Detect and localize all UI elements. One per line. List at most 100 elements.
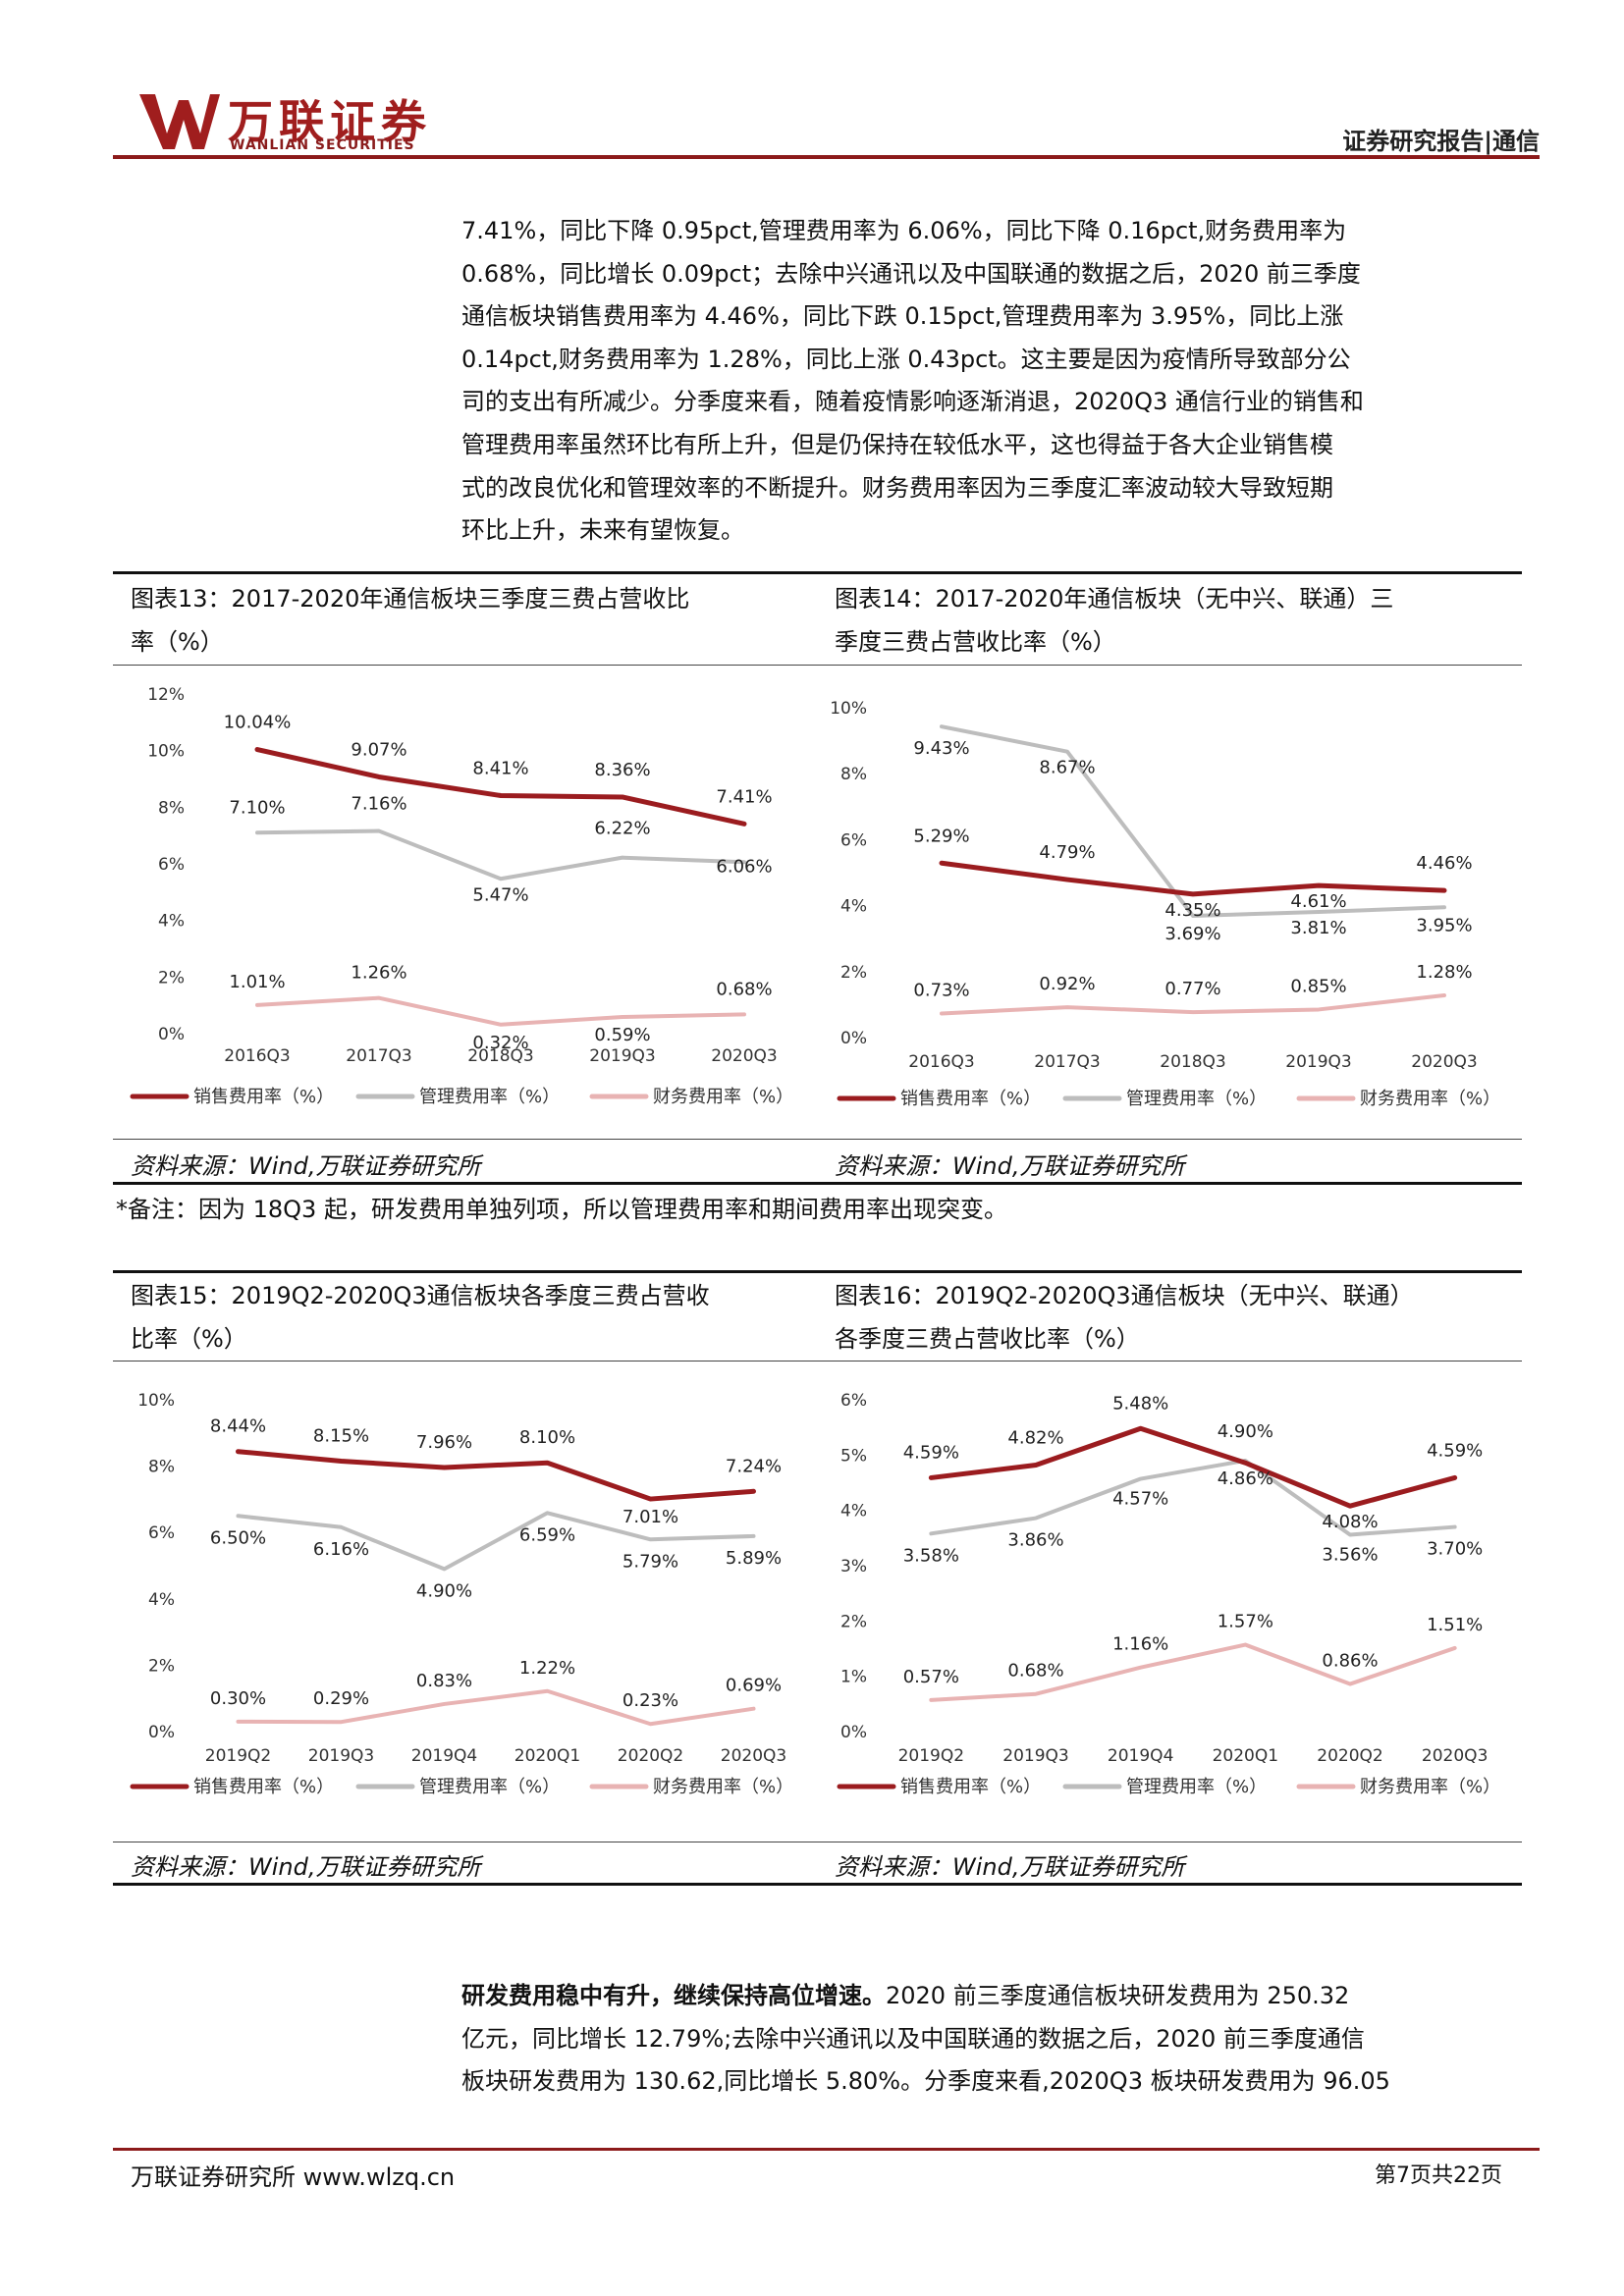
data-label-admin: 7.16% — [351, 794, 406, 815]
paragraph-line: 0.68%，同比增长 0.09pct；去除中兴通讯以及中国联通的数据之后，202… — [461, 259, 1361, 288]
y-tick-label: 4% — [840, 1502, 867, 1522]
y-tick-label: 6% — [840, 1391, 867, 1411]
data-label-admin: 5.89% — [726, 1548, 782, 1569]
figure-16-source: 资料来源：Wind,万联证券研究所 — [835, 1853, 1185, 1881]
data-label-sales: 7.96% — [416, 1432, 472, 1453]
y-tick-label: 10% — [137, 1391, 175, 1411]
data-label-admin: 4.90% — [416, 1580, 472, 1601]
data-label-admin: 6.59% — [519, 1524, 575, 1545]
paragraph-bold-lead: 研发费用稳中有升，继续保持高位增速。 — [461, 1982, 886, 2009]
data-label-admin: 6.16% — [313, 1539, 369, 1560]
series-line-finance — [236, 1688, 756, 1727]
paragraph-line: 7.41%，同比下降 0.95pct,管理费用率为 6.06%，同比下降 0.1… — [461, 217, 1347, 244]
figure-title-rule — [113, 1361, 1522, 1362]
x-tick-label: 2020Q3 — [1422, 1746, 1488, 1766]
data-label-sales: 10.04% — [224, 713, 292, 733]
x-tick-label: 2020Q3 — [1411, 1052, 1477, 1072]
data-label-finance: 0.68% — [716, 979, 772, 999]
data-label-admin: 6.06% — [716, 856, 772, 877]
report-section-title: 证券研究报告|通信 — [1342, 128, 1540, 155]
data-label-sales: 5.29% — [913, 826, 969, 846]
x-tick-label: 2018Q3 — [1160, 1052, 1225, 1072]
y-tick-label: 4% — [148, 1590, 175, 1610]
legend-label-admin: 管理费用率（%） — [419, 1777, 560, 1797]
legend-label-sales: 销售费用率（%） — [900, 1777, 1041, 1797]
figure-source-rule — [113, 1139, 1522, 1140]
rd-paragraph: 研发费用稳中有升，继续保持高位增速。2020 前三季度通信板块研发费用为 250… — [461, 1975, 1522, 2104]
figure-13-source: 资料来源：Wind,万联证券研究所 — [131, 1152, 481, 1180]
data-label-admin: 3.56% — [1322, 1544, 1378, 1565]
series-line-sales — [939, 860, 1447, 897]
chart-fig14: 0% 2% 4% 6% 8% 10% 2016Q3 2017Q3 2018Q3 2019Q3 202… — [830, 699, 1500, 1109]
data-label-sales: 7.41% — [716, 786, 772, 807]
figure-title-line: 季度三费占营收比率（%） — [835, 628, 1116, 656]
figure-note: *备注：因为 18Q3 起，研发费用单独列项，所以管理费用率和期间费用率出现突变… — [116, 1196, 1007, 1223]
y-tick-label: 8% — [148, 1458, 175, 1477]
series-line-finance — [940, 992, 1446, 1016]
figure-bottom-rule — [113, 1182, 1522, 1185]
data-label-finance: 1.57% — [1218, 1612, 1273, 1632]
chart-fig15: 0% 2% 4% 6% 8% 10% 2019Q2 2019Q3 2019Q4 2020Q1 202… — [130, 1391, 793, 1797]
data-label-admin: 4.57% — [1112, 1489, 1168, 1510]
y-tick-label: 10% — [147, 742, 185, 762]
data-label-admin: 6.50% — [210, 1527, 266, 1548]
x-tick-label: 2017Q3 — [1034, 1052, 1100, 1072]
paragraph-line: 0.14pct,财务费用率为 1.28%，同比上涨 0.43pct。这主要是因为… — [461, 345, 1351, 373]
data-label-finance: 0.30% — [210, 1688, 266, 1709]
data-label-admin: 9.43% — [913, 738, 969, 759]
y-tick-label: 2% — [840, 1612, 867, 1631]
legend-label-sales: 销售费用率（%） — [193, 1777, 334, 1797]
paragraph-line: 研发费用稳中有升，继续保持高位增速。2020 前三季度通信板块研发费用为 250… — [461, 1975, 1522, 2018]
y-tick-label: 4% — [840, 897, 867, 917]
x-tick-label: 2019Q3 — [1285, 1052, 1351, 1072]
data-label-admin: 4.90% — [1218, 1421, 1273, 1442]
data-label-finance: 0.69% — [726, 1676, 782, 1696]
data-label-finance: 1.28% — [1416, 962, 1472, 983]
paragraph-line: 司的支出有所减少。分季度来看，随着疫情影响逐渐消退，2020Q3 通信行业的销售… — [461, 388, 1364, 416]
data-label-finance: 0.29% — [313, 1688, 369, 1709]
figure-13-title: 图表13：2017-2020年通信板块三季度三费占营收比 率（%） — [131, 577, 689, 664]
data-label-admin: 3.86% — [1007, 1530, 1063, 1551]
data-label-finance: 0.59% — [594, 1025, 650, 1045]
figure-14-source: 资料来源：Wind,万联证券研究所 — [835, 1152, 1185, 1180]
data-label-admin: 6.22% — [594, 819, 650, 839]
x-tick-label: 2016Q3 — [224, 1046, 290, 1066]
paragraph-line: 板块研发费用为 130.62,同比增长 5.80%。分季度来看,2020Q3 板… — [461, 2067, 1390, 2096]
x-tick-label: 2020Q1 — [1213, 1746, 1278, 1766]
x-tick-label: 2020Q1 — [514, 1746, 580, 1766]
legend-label-admin: 管理费用率（%） — [419, 1087, 560, 1107]
series-line-sales — [928, 1425, 1458, 1509]
data-label-finance: 0.57% — [903, 1667, 959, 1687]
y-tick-label: 0% — [148, 1723, 175, 1742]
data-label-sales: 4.79% — [1039, 842, 1095, 863]
series-line-admin — [940, 724, 1446, 919]
y-tick-label: 10% — [830, 699, 867, 719]
data-label-admin: 3.58% — [903, 1545, 959, 1566]
data-label-sales: 4.59% — [1427, 1440, 1483, 1461]
paragraph-line: 亿元，同比增长 12.79%;去除中兴通讯以及中国联通的数据之后，2020 前三… — [461, 2024, 1365, 2053]
data-label-sales: 4.46% — [1416, 853, 1472, 874]
data-label-finance: 0.23% — [623, 1690, 678, 1711]
y-tick-label: 2% — [840, 963, 867, 983]
legend-label-sales: 销售费用率（%） — [900, 1089, 1041, 1109]
legend-label-finance: 财务费用率（%） — [1360, 1089, 1500, 1109]
data-label-sales: 4.61% — [1290, 891, 1346, 912]
figure-title-line: 率（%） — [131, 628, 224, 656]
data-label-finance: 0.83% — [416, 1671, 472, 1691]
y-tick-label: 0% — [840, 1029, 867, 1048]
page-number: 第7页共22页 — [1375, 2163, 1502, 2188]
paragraph-line: 管理费用率虽然环比有所上升，但是仍保持在较低水平，这也得益于各大企业销售模 — [461, 430, 1333, 458]
x-tick-label: 2019Q3 — [1002, 1746, 1068, 1766]
data-label-finance: 1.22% — [519, 1658, 575, 1679]
figure-title-line: 图表15：2019Q2-2020Q3通信板块各季度三费占营收 — [131, 1282, 710, 1309]
data-label-sales: 4.35% — [1164, 900, 1220, 921]
header-divider — [113, 155, 1540, 159]
x-tick-label: 2020Q2 — [618, 1746, 683, 1766]
legend-label-admin: 管理费用率（%） — [1126, 1089, 1267, 1109]
legend-label-finance: 财务费用率（%） — [653, 1087, 793, 1107]
y-tick-label: 8% — [158, 798, 185, 818]
y-tick-label: 6% — [158, 855, 185, 875]
data-label-sales: 7.24% — [726, 1456, 782, 1476]
x-tick-label: 2019Q4 — [1108, 1746, 1173, 1766]
x-tick-label: 2016Q3 — [908, 1052, 974, 1072]
